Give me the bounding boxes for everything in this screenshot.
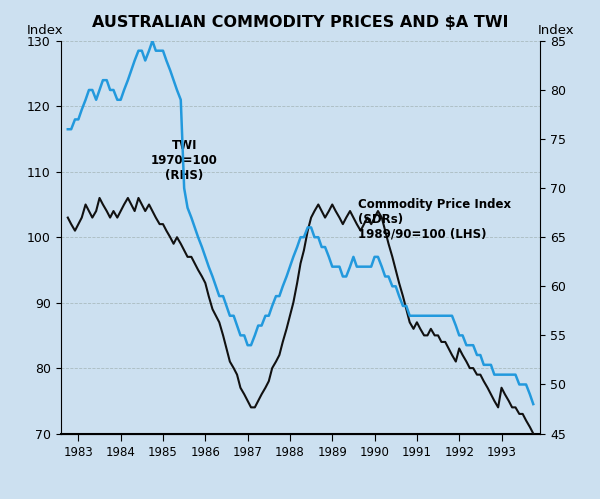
Text: Index: Index xyxy=(27,24,64,37)
Text: Commodity Price Index
(SDRs)
1989/90=100 (LHS): Commodity Price Index (SDRs) 1989/90=100… xyxy=(358,198,511,241)
Text: TWI
1970=100
(RHS): TWI 1970=100 (RHS) xyxy=(151,139,218,182)
Text: Index: Index xyxy=(538,24,574,37)
Title: AUSTRALIAN COMMODITY PRICES AND $A TWI: AUSTRALIAN COMMODITY PRICES AND $A TWI xyxy=(92,15,509,30)
